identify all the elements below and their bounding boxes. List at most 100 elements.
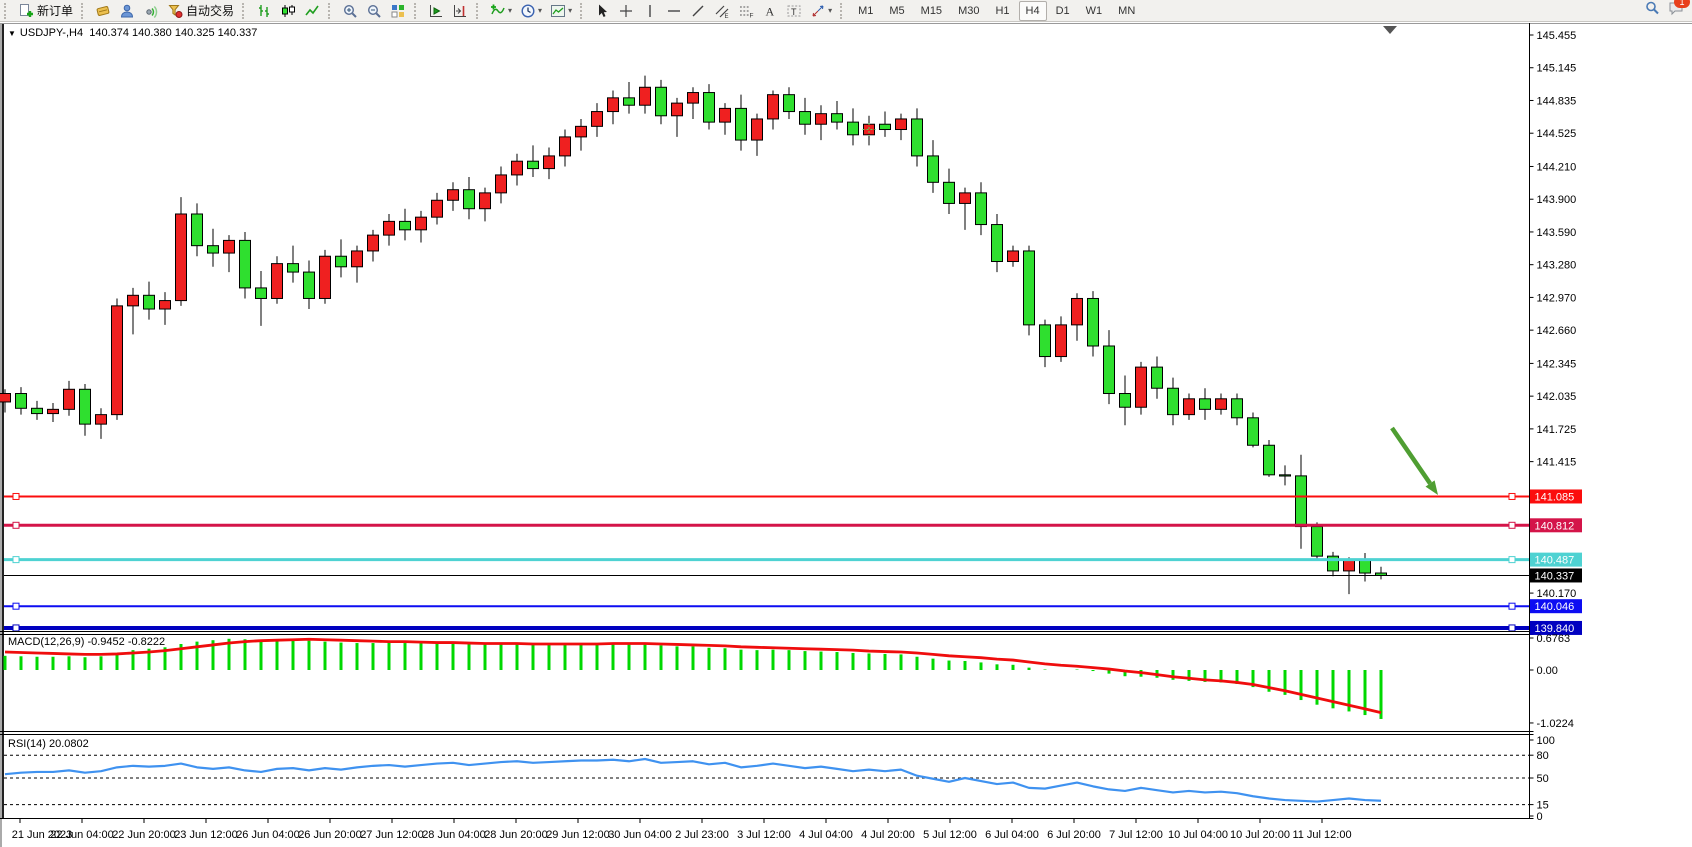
candle <box>207 228 219 267</box>
svg-text:21 Jun 2023: 21 Jun 2023 <box>12 829 73 841</box>
clock-icon <box>521 3 535 18</box>
line-chart-button[interactable] <box>301 0 323 22</box>
price-label-140.812: 140.812 <box>1530 518 1582 533</box>
chevron-down-icon[interactable]: ▾ <box>828 6 833 15</box>
vline-icon <box>649 4 651 17</box>
candle <box>735 94 747 151</box>
hline-handle[interactable] <box>12 492 20 500</box>
candle <box>799 97 811 135</box>
tile-windows-button[interactable] <box>387 0 409 22</box>
candle <box>0 389 11 413</box>
svg-text:145.455: 145.455 <box>1537 30 1577 42</box>
timeframe-mn-button[interactable]: MN <box>1118 4 1136 17</box>
hline-139.840[interactable] <box>4 624 1530 632</box>
price-label-140.337: 140.337 <box>1530 568 1582 583</box>
profile-icon <box>121 4 134 17</box>
candlestick-chart-button[interactable] <box>277 0 299 22</box>
candle <box>271 256 283 304</box>
hline-button[interactable] <box>663 0 685 22</box>
svg-text:2 Jul 23:00: 2 Jul 23:00 <box>675 829 729 841</box>
hline-140.812[interactable] <box>4 521 1530 529</box>
timeframe-m15-button[interactable]: M15 <box>920 4 943 17</box>
candle <box>767 90 779 130</box>
templates-button[interactable]: ▾ <box>547 0 575 22</box>
chart-title: ▼ USDJPY-,H4 140.374 140.380 140.325 140… <box>8 27 257 39</box>
profiles-button[interactable] <box>116 0 138 22</box>
toolbar-grip <box>580 2 587 19</box>
hline-handle[interactable] <box>12 556 20 564</box>
timeframe-m30-button[interactable]: M30 <box>958 4 980 17</box>
trendline-button[interactable] <box>687 0 709 22</box>
toolbar-grip <box>81 2 88 19</box>
price-axis[interactable]: 145.455 145.145 144.835 144.525 144.210 143.9… <box>1529 30 1583 823</box>
chart-shift-button[interactable] <box>449 0 471 22</box>
timeframe-d1-button[interactable]: D1 <box>1055 4 1070 17</box>
candle <box>559 129 571 167</box>
svg-text:30 Jun 04:00: 30 Jun 04:00 <box>608 829 672 841</box>
hline-handle[interactable] <box>12 624 20 632</box>
toolbar-grip <box>476 2 483 19</box>
timeframe-w1-button[interactable]: W1 <box>1085 4 1103 17</box>
rsi-pane <box>4 754 1530 806</box>
autotrading-button[interactable]: 自动交易 <box>164 0 237 22</box>
notifications-button[interactable]: 1 <box>1668 0 1690 21</box>
candle <box>239 231 251 299</box>
channel-button[interactable]: E <box>711 0 733 22</box>
toolbar-grip <box>414 2 421 19</box>
hline-handle[interactable] <box>12 521 20 529</box>
funnel-icon <box>168 4 183 18</box>
candle <box>287 245 299 283</box>
history-center-button[interactable] <box>92 0 114 22</box>
vline-button[interactable] <box>639 0 661 22</box>
svg-text:10 Jul 04:00: 10 Jul 04:00 <box>1168 829 1228 841</box>
candle <box>95 408 107 439</box>
timeframe-h4-button[interactable]: H4 <box>1018 0 1047 21</box>
hline-140.046[interactable] <box>4 602 1530 610</box>
chart-shift-marker-icon <box>1383 26 1397 34</box>
search-button[interactable] <box>1644 0 1660 21</box>
timeframe-h1-button[interactable]: H1 <box>995 4 1010 17</box>
toolbar-grip <box>328 2 335 19</box>
hline-141.085[interactable] <box>4 492 1530 500</box>
chart-collapse-icon[interactable]: ▼ <box>8 28 16 38</box>
candle <box>911 108 923 167</box>
hline-handle[interactable] <box>1508 624 1516 632</box>
crosshair-button[interactable] <box>615 0 637 22</box>
chevron-down-icon[interactable]: ▾ <box>538 6 543 15</box>
cursor-button[interactable] <box>591 0 613 22</box>
signals-button[interactable] <box>140 0 162 22</box>
svg-text:28 Jun 04:00: 28 Jun 04:00 <box>422 829 486 841</box>
hline-handle[interactable] <box>12 602 20 610</box>
hline-handle[interactable] <box>1508 602 1516 610</box>
hline-handle[interactable] <box>1508 556 1516 564</box>
cursor-icon <box>599 4 608 17</box>
timeframe-m5-button[interactable]: M5 <box>889 4 905 17</box>
auto-scroll-button[interactable] <box>425 0 447 22</box>
indicators-button[interactable]: ▾ <box>487 0 515 22</box>
hline-handle[interactable] <box>1508 492 1516 500</box>
candle <box>975 182 987 236</box>
zoom-out-button[interactable] <box>363 0 385 22</box>
arrow-annotation[interactable] <box>1390 426 1438 495</box>
price-label-141.085: 141.085 <box>1530 489 1582 504</box>
label-button[interactable]: T <box>783 0 805 22</box>
hline-handle[interactable] <box>1508 521 1516 529</box>
chevron-down-icon[interactable]: ▾ <box>568 6 573 15</box>
fibonacci-button[interactable]: F <box>735 0 757 22</box>
timeframe-m1-button[interactable]: M1 <box>858 4 874 17</box>
candle <box>319 249 331 304</box>
chevron-down-icon[interactable]: ▾ <box>508 6 513 15</box>
text-button[interactable]: A <box>759 0 781 22</box>
arrows-button[interactable]: ▾ <box>807 0 835 22</box>
svg-text:T: T <box>791 6 797 16</box>
bar-chart-button[interactable] <box>253 0 275 22</box>
periods-button[interactable]: ▾ <box>517 0 545 22</box>
candle <box>719 103 731 135</box>
templates-icon <box>551 4 566 17</box>
candle <box>783 87 795 119</box>
zoom-in-button[interactable] <box>339 0 361 22</box>
hline-140.487[interactable] <box>4 556 1530 564</box>
new-order-button[interactable]: 新订单 <box>15 0 76 22</box>
svg-text:27 Jun 12:00: 27 Jun 12:00 <box>360 829 424 841</box>
